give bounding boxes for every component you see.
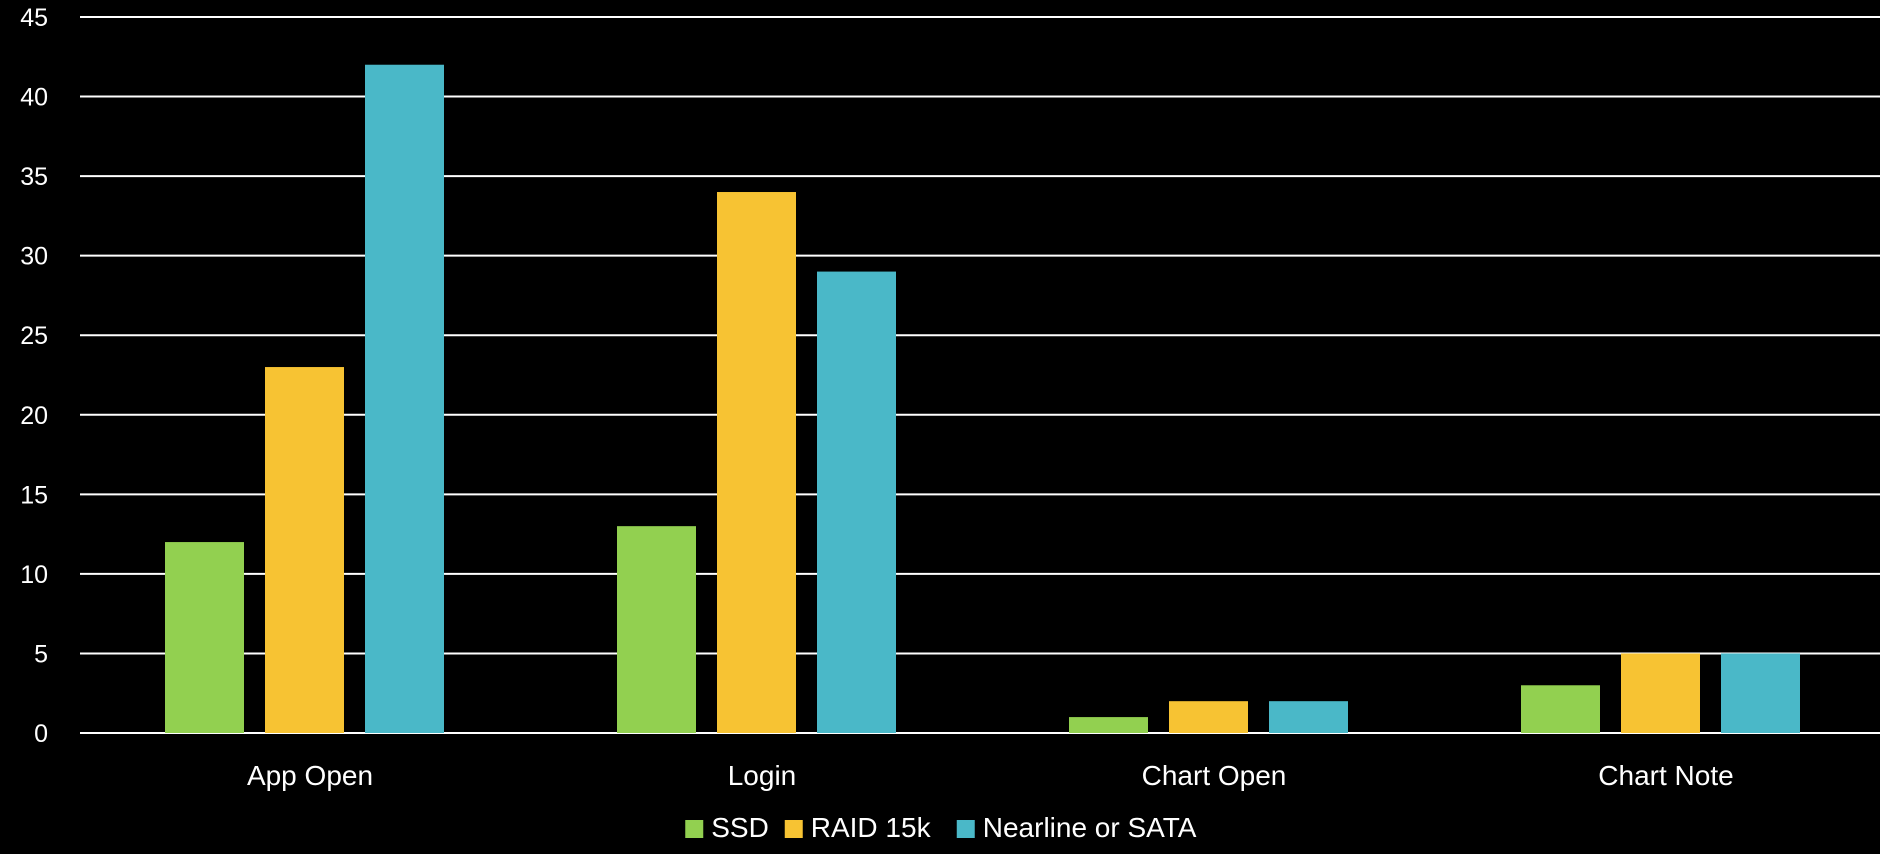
legend-label: RAID 15k: [811, 812, 932, 843]
legend-swatch: [685, 820, 704, 838]
bar-ssd-app-open: [165, 542, 244, 733]
bar-raid-15k-login: [717, 192, 796, 733]
y-tick-label: 5: [34, 640, 48, 668]
y-tick-label: 35: [20, 163, 48, 191]
legend-item: Nearline or SATA: [956, 812, 1197, 843]
bar-raid-15k-app-open: [265, 367, 344, 733]
y-tick-label: 40: [20, 84, 48, 112]
y-axis-tick-labels: 0 5 10 15 20 25 30 35 40 45: [20, 4, 48, 748]
bar-nearline-or-sata-chart-open: [1269, 701, 1348, 733]
bar-nearline-or-sata-app-open: [365, 64, 444, 733]
legend-item: SSD: [685, 812, 769, 843]
y-tick-label: 25: [20, 322, 48, 350]
x-category-label: Chart Note: [1598, 760, 1733, 791]
x-category-label: Chart Open: [1142, 760, 1287, 791]
legend: SSD RAID 15k Nearline or SATA: [685, 812, 1197, 843]
bar-nearline-or-sata-chart-note: [1721, 653, 1800, 733]
x-axis-category-labels: App Open Login Chart Open Chart Note: [247, 760, 1734, 791]
bar-ssd-chart-note: [1521, 685, 1600, 733]
legend-swatch: [956, 820, 975, 838]
legend-label: Nearline or SATA: [983, 812, 1197, 843]
y-tick-label: 10: [20, 561, 48, 589]
x-category-label: Login: [728, 760, 797, 791]
bar-raid-15k-chart-note: [1621, 653, 1700, 733]
y-tick-label: 20: [20, 402, 48, 430]
y-tick-label: 30: [20, 243, 48, 271]
legend-swatch: [784, 820, 803, 838]
bar-nearline-or-sata-login: [817, 271, 896, 733]
gridlines: [80, 16, 1880, 734]
y-tick-label: 45: [20, 4, 48, 32]
legend-label: SSD: [711, 812, 769, 843]
y-tick-label: 15: [20, 481, 48, 509]
legend-item: RAID 15k: [784, 812, 932, 843]
bar-raid-15k-chart-open: [1169, 701, 1248, 733]
bar-ssd-login: [617, 526, 696, 733]
x-category-label: App Open: [247, 760, 373, 791]
bar-ssd-chart-open: [1069, 717, 1148, 733]
bars: [165, 64, 1800, 733]
y-tick-label: 0: [34, 720, 48, 748]
